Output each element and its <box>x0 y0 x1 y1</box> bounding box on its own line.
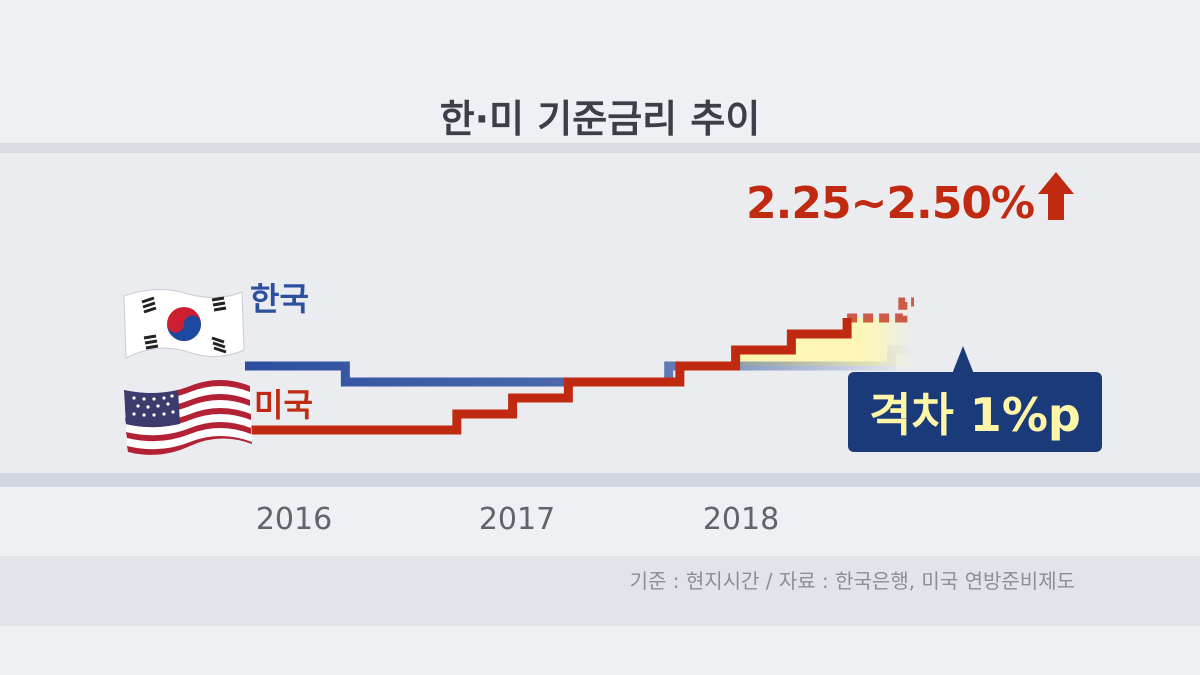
korea-flag-icon <box>123 288 245 359</box>
gap-box-pointer <box>952 346 974 374</box>
series-label-korea: 한국 <box>250 280 309 318</box>
x-tick-2017: 2017 <box>478 502 556 537</box>
us-rate-annotation: 2.25~2.50% <box>746 178 1035 229</box>
us-flag-icon <box>124 380 252 455</box>
source-note: 기준 : 현지시간 / 자료 : 한국은행, 미국 연방준비제도 <box>629 569 1075 593</box>
x-tick-2016: 2016 <box>255 502 333 537</box>
bottom-divider <box>0 473 1200 487</box>
up-arrow-icon <box>1038 172 1074 220</box>
series-line-korea <box>245 345 914 387</box>
series-label-usa: 미국 <box>254 386 313 424</box>
x-tick-2018: 2018 <box>702 502 780 537</box>
footer-band <box>0 556 1200 626</box>
chart-title: 한·미 기준금리 추이 <box>439 97 761 141</box>
gap-annotation-box: 격차 1%p <box>848 372 1102 452</box>
top-divider <box>0 143 1200 153</box>
series-line-usa <box>245 318 852 435</box>
